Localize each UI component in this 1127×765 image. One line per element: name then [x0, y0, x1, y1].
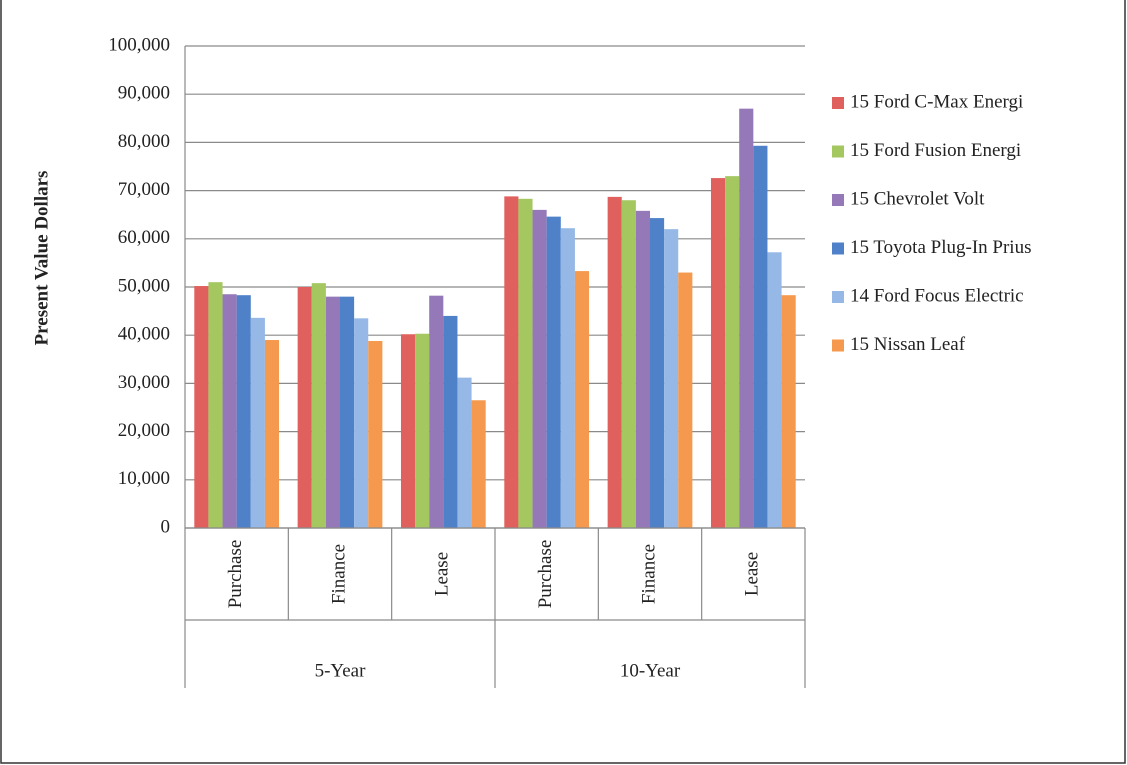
- bar: [325, 296, 340, 528]
- legend-swatch: [832, 97, 844, 109]
- bar: [781, 295, 796, 528]
- bar: [340, 296, 355, 528]
- bar: [311, 283, 326, 528]
- x-tick-label: Purchase: [535, 540, 556, 609]
- y-tick-label: 0: [161, 516, 171, 537]
- bar: [236, 295, 251, 528]
- y-tick-label: 40,000: [118, 324, 170, 345]
- legend-swatch: [832, 194, 844, 206]
- legend-swatch: [832, 291, 844, 303]
- legend-swatch: [832, 145, 844, 158]
- bar: [194, 286, 209, 528]
- legend-label: 14 Ford Focus Electric: [850, 285, 1024, 306]
- legend-swatch: [832, 339, 844, 352]
- bar: [400, 334, 416, 528]
- bar: [621, 200, 636, 529]
- bar: [208, 282, 223, 528]
- bar: [574, 271, 590, 528]
- bar: [471, 400, 486, 528]
- bar: [767, 252, 782, 528]
- legend-label: 15 Chevrolet Volt: [850, 188, 985, 209]
- bar: [650, 218, 665, 528]
- bar: [739, 108, 754, 528]
- bar: [504, 196, 519, 528]
- y-tick-label: 10,000: [118, 468, 170, 489]
- bar: [560, 228, 575, 529]
- y-tick-label: 90,000: [118, 83, 170, 104]
- bar: [532, 209, 547, 528]
- y-tick-label: 60,000: [118, 227, 170, 248]
- bar: [415, 333, 430, 528]
- bar: [354, 318, 369, 528]
- bar: [250, 317, 265, 528]
- x-tick-label: Lease: [432, 552, 453, 596]
- x-tick-label: Finance: [328, 544, 349, 604]
- bar: [753, 145, 768, 529]
- bar: [664, 229, 679, 528]
- legend-swatch: [832, 242, 844, 255]
- bar: [518, 198, 533, 528]
- bar: [297, 287, 312, 528]
- bar: [222, 294, 237, 528]
- legend-label: 15 Toyota Plug-In Prius: [850, 237, 1031, 258]
- bar: [546, 216, 561, 529]
- bar: [607, 196, 622, 528]
- bar: [429, 295, 444, 528]
- bar: [443, 315, 458, 528]
- legend-label: 15 Ford Fusion Energi: [850, 140, 1021, 161]
- bar: [678, 272, 693, 528]
- legend-label: 15 Nissan Leaf: [850, 334, 966, 355]
- bar: [710, 178, 726, 528]
- x-tick-label: Finance: [638, 544, 659, 604]
- bar: [635, 210, 650, 528]
- bar: [725, 176, 740, 528]
- bar: [264, 340, 280, 528]
- legend-label: 15 Ford C-Max Energi: [850, 91, 1023, 112]
- y-tick-label: 20,000: [118, 420, 170, 441]
- x-tick-label: Purchase: [225, 540, 246, 609]
- group-label: 10-Year: [620, 660, 681, 681]
- y-tick-label: 30,000: [118, 372, 170, 393]
- y-tick-label: 100,000: [108, 34, 170, 55]
- group-label: 5-Year: [315, 660, 367, 681]
- y-axis-label: Present Value Dollars: [31, 171, 52, 346]
- bar: [457, 377, 472, 528]
- y-tick-label: 80,000: [118, 131, 170, 152]
- y-tick-label: 50,000: [118, 275, 170, 296]
- x-tick-label: Lease: [742, 552, 763, 596]
- bar: [368, 340, 383, 528]
- y-tick-label: 70,000: [118, 179, 170, 200]
